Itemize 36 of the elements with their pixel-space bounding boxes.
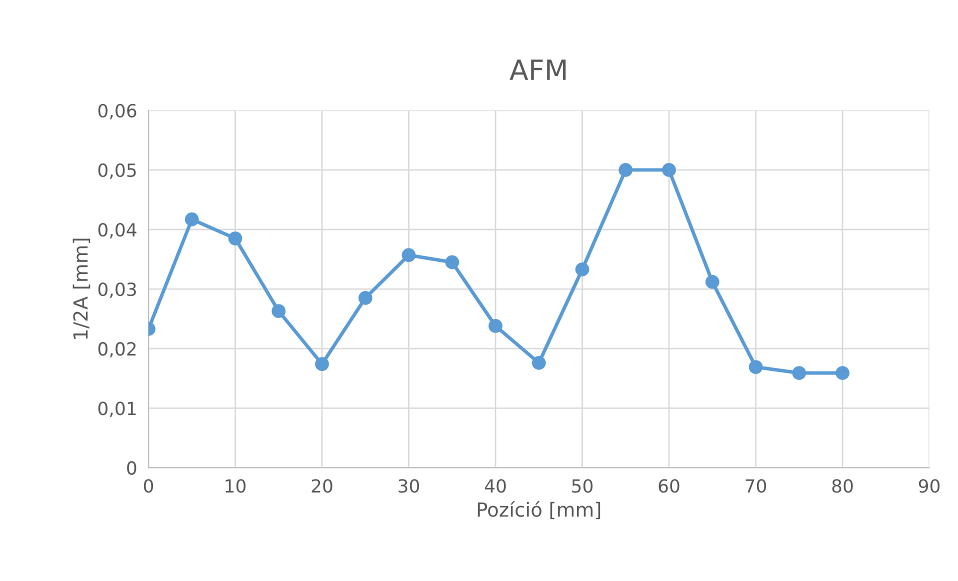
y-tick-label: 0,05 [98,163,136,179]
y-tick-label: 0,06 [98,104,136,120]
y-tick-label: 0,01 [98,402,136,418]
point [792,366,806,380]
y-tick-label: 0,03 [98,282,136,298]
y-axis-title: 1/2A [mm] [72,238,90,339]
y-tick-label: 0,04 [98,222,136,238]
x-tick-label: 10 [226,479,246,493]
x-tick-label: 70 [746,479,766,493]
x-tick-label: 40 [484,479,506,493]
point [662,163,676,177]
point [836,366,850,380]
x-axis-title: Pozíció [mm] [478,501,600,520]
x-tick-label: 50 [572,479,593,493]
x-tick-label: 80 [832,479,853,493]
x-tick-label: 20 [312,479,332,493]
point [358,291,372,305]
x-tick-label: 90 [918,479,940,493]
x-tick-label: 0 [144,479,154,493]
chart-title: AFM [510,60,566,80]
y-tick-label: 0 [127,461,136,475]
y-tick-label: 0,02 [98,342,136,358]
point [532,356,546,370]
point [618,163,633,177]
point [272,304,286,318]
point [575,262,590,276]
point [488,319,502,333]
point [748,360,763,374]
point [228,231,242,246]
point [315,357,329,372]
x-tick-label: 30 [398,479,420,493]
point [184,212,199,226]
point [402,248,416,262]
point [705,274,720,289]
point [445,255,460,270]
x-tick-label: 60 [658,479,680,493]
